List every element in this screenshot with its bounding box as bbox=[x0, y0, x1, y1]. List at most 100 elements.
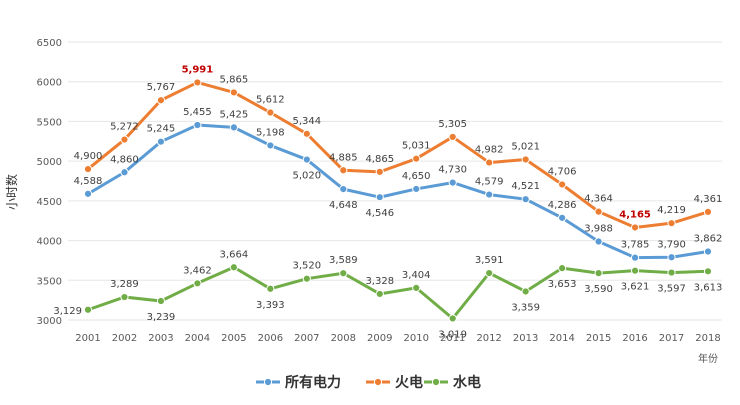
data-point bbox=[412, 154, 421, 163]
data-label: 3,790 bbox=[657, 239, 686, 250]
data-point bbox=[229, 263, 238, 272]
data-label: 4,286 bbox=[548, 200, 577, 211]
data-label: 3,597 bbox=[657, 284, 686, 295]
x-tick-label: 2003 bbox=[148, 333, 173, 344]
x-axis-title: 年份 bbox=[698, 352, 718, 365]
data-label: 5,021 bbox=[511, 141, 540, 152]
data-label: 5,245 bbox=[147, 124, 176, 135]
data-point bbox=[594, 269, 603, 278]
data-label: 5,991 bbox=[182, 64, 214, 75]
data-label: 3,289 bbox=[110, 279, 139, 290]
y-axis-ticks: 3000 3500 4000 4500 5000 5500 6000 6500 bbox=[37, 38, 62, 327]
series-line bbox=[87, 123, 709, 260]
data-point bbox=[448, 178, 457, 187]
data-point bbox=[302, 129, 311, 138]
x-tick-label: 2004 bbox=[185, 333, 210, 344]
x-tick-label: 2017 bbox=[659, 333, 684, 344]
data-label: 5,020 bbox=[293, 171, 322, 182]
data-point bbox=[156, 137, 166, 146]
data-point bbox=[156, 296, 166, 306]
data-label: 5,455 bbox=[183, 107, 212, 118]
data-point bbox=[120, 292, 129, 302]
data-label: 4,900 bbox=[74, 151, 103, 162]
y-axis-title: 小时数 bbox=[4, 174, 19, 210]
data-label: 5,305 bbox=[438, 119, 467, 130]
data-label: 3,239 bbox=[147, 312, 176, 323]
data-label: 4,650 bbox=[402, 171, 431, 182]
data-label: 3,393 bbox=[256, 300, 285, 311]
data-point bbox=[375, 289, 384, 299]
data-label: 5,198 bbox=[256, 127, 285, 138]
data-point bbox=[630, 223, 640, 232]
data-label: 4,546 bbox=[365, 208, 394, 219]
legend-marker bbox=[431, 377, 441, 387]
y-tick-label: 6000 bbox=[37, 78, 62, 89]
gridlines bbox=[68, 41, 722, 321]
series-3 bbox=[83, 263, 713, 323]
data-point bbox=[667, 268, 676, 277]
data-label: 4,521 bbox=[511, 181, 540, 192]
series-1 bbox=[83, 120, 713, 262]
x-tick-label: 2001 bbox=[75, 333, 100, 344]
data-point bbox=[193, 78, 202, 87]
data-label: 3,664 bbox=[220, 249, 249, 260]
data-point bbox=[339, 166, 348, 175]
data-point bbox=[448, 314, 457, 323]
data-label: 5,272 bbox=[110, 122, 139, 133]
data-point bbox=[594, 207, 603, 216]
data-label: 4,860 bbox=[110, 154, 139, 165]
data-label: 5,767 bbox=[147, 82, 176, 93]
data-label: 5,425 bbox=[220, 109, 249, 120]
data-label: 4,648 bbox=[329, 200, 358, 211]
x-tick-label: 2008 bbox=[331, 333, 356, 344]
data-label: 4,730 bbox=[438, 165, 467, 176]
legend: 所有电力 火电 水电 bbox=[256, 374, 481, 391]
x-tick-label: 2018 bbox=[695, 333, 720, 344]
legend-marker bbox=[263, 377, 273, 387]
series-2 bbox=[83, 78, 713, 232]
x-tick-label: 2013 bbox=[513, 333, 538, 344]
data-point bbox=[83, 305, 93, 314]
data-point bbox=[120, 168, 129, 177]
data-point bbox=[302, 274, 311, 283]
legend-label: 所有电力 bbox=[285, 374, 341, 391]
data-label: 3,785 bbox=[621, 240, 650, 251]
data-label: 3,359 bbox=[511, 302, 540, 313]
data-label: 4,588 bbox=[74, 176, 103, 187]
data-label: 4,219 bbox=[657, 205, 686, 216]
data-point bbox=[558, 180, 567, 189]
x-tick-label: 2009 bbox=[367, 333, 392, 344]
x-tick-label: 2012 bbox=[476, 333, 501, 344]
legend-label: 水电 bbox=[453, 374, 481, 391]
data-point bbox=[485, 268, 494, 278]
data-point bbox=[630, 253, 640, 262]
y-tick-label: 4500 bbox=[37, 197, 62, 208]
data-label: 5,344 bbox=[293, 116, 322, 127]
data-point bbox=[630, 266, 640, 275]
data-point bbox=[667, 219, 676, 228]
data-point bbox=[266, 284, 275, 293]
data-label: 4,165 bbox=[619, 209, 651, 220]
data-label: 3,129 bbox=[53, 306, 82, 317]
data-label: 5,612 bbox=[256, 95, 285, 106]
data-label: 5,865 bbox=[220, 74, 249, 85]
data-label: 3,862 bbox=[694, 234, 723, 245]
data-point bbox=[229, 88, 238, 97]
data-label: 3,653 bbox=[548, 279, 577, 290]
data-point bbox=[375, 167, 384, 176]
data-point bbox=[302, 155, 311, 164]
data-label: 3,019 bbox=[438, 329, 467, 340]
data-point bbox=[558, 213, 567, 222]
data-point bbox=[703, 207, 713, 216]
y-tick-label: 5500 bbox=[37, 117, 62, 128]
data-point bbox=[266, 108, 275, 117]
data-label: 3,621 bbox=[621, 282, 650, 293]
y-tick-label: 4000 bbox=[37, 237, 62, 248]
legend-label: 火电 bbox=[395, 374, 423, 391]
data-point bbox=[412, 283, 421, 293]
series-lines bbox=[83, 78, 713, 323]
data-label: 3,589 bbox=[329, 255, 358, 266]
x-tick-label: 2016 bbox=[622, 333, 647, 344]
data-point bbox=[339, 185, 348, 194]
